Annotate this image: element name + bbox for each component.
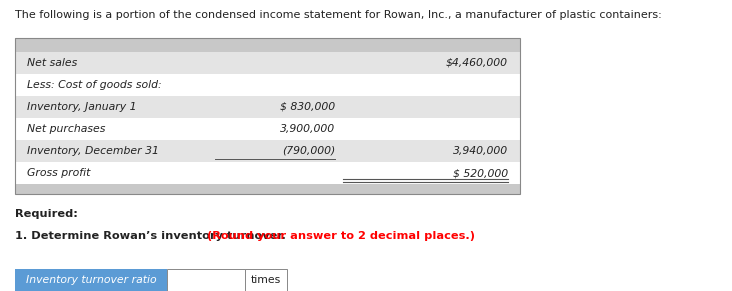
Bar (15, 140, 520, 162)
Bar (15, 38, 520, 52)
Text: $4,460,000: $4,460,000 (446, 58, 508, 68)
Text: 1. Determine Rowan’s inventory turnover.: 1. Determine Rowan’s inventory turnover. (15, 231, 290, 241)
Bar (245, 269, 287, 291)
Text: 3,940,000: 3,940,000 (453, 146, 508, 156)
Text: Required:: Required: (15, 209, 78, 219)
Text: Inventory, December 31: Inventory, December 31 (27, 146, 159, 156)
Text: (790,000): (790,000) (282, 146, 335, 156)
Text: Inventory turnover ratio: Inventory turnover ratio (26, 275, 157, 285)
Text: Gross profit: Gross profit (27, 168, 90, 178)
Text: Less: Cost of goods sold:: Less: Cost of goods sold: (27, 80, 162, 90)
Bar (15, 269, 167, 291)
Text: 3,900,000: 3,900,000 (280, 124, 335, 134)
Bar (15, 52, 520, 74)
Text: times: times (251, 275, 281, 285)
Text: (Round your answer to 2 decimal places.): (Round your answer to 2 decimal places.) (206, 231, 474, 241)
Bar (15, 184, 520, 194)
Text: Net sales: Net sales (27, 58, 78, 68)
Text: $ 520,000: $ 520,000 (453, 168, 508, 178)
Bar (15, 96, 520, 118)
Bar (167, 269, 245, 291)
Text: The following is a portion of the condensed income statement for Rowan, Inc., a : The following is a portion of the conden… (15, 10, 662, 20)
Bar (15, 38, 520, 194)
Text: Inventory, January 1: Inventory, January 1 (27, 102, 136, 112)
Text: Net purchases: Net purchases (27, 124, 105, 134)
Text: $ 830,000: $ 830,000 (280, 102, 335, 112)
